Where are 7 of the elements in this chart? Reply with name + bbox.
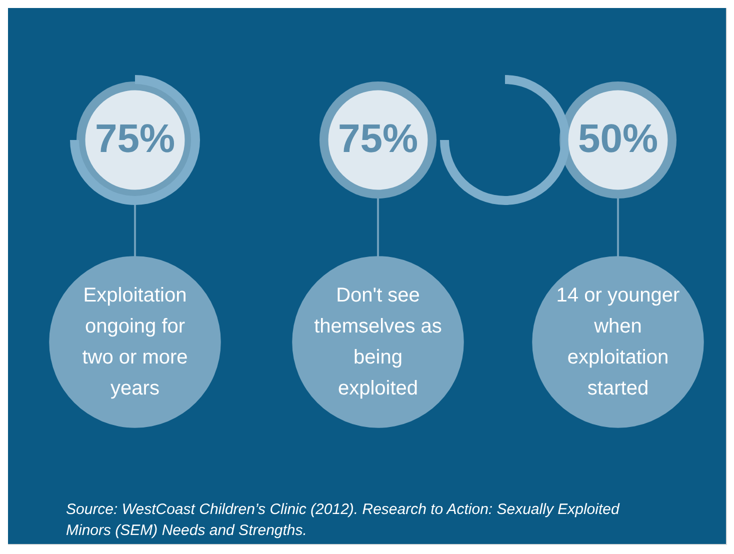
data-label: 75%	[338, 117, 418, 161]
data-label: 50%	[578, 117, 658, 161]
category-label: Exploitation ongoing for two or more years	[82, 284, 188, 400]
category-label: Don't see themselves as being exploited	[314, 284, 442, 400]
data-label: 75%	[94, 117, 176, 161]
category-label: 14 or younger when exploitation started	[556, 284, 680, 400]
source-note: Source: WestCoast Children’s Clinic (2012). Research to Action: Sexually Exploited Minors (SEM) Needs and Strengths.	[66, 501, 620, 539]
